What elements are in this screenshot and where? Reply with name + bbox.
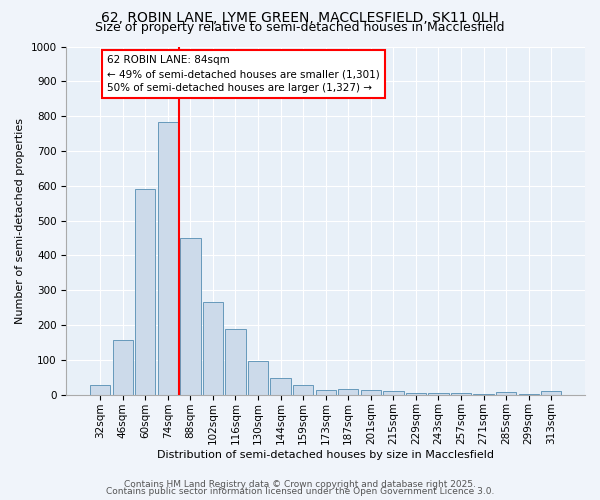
X-axis label: Distribution of semi-detached houses by size in Macclesfield: Distribution of semi-detached houses by … xyxy=(157,450,494,460)
Y-axis label: Number of semi-detached properties: Number of semi-detached properties xyxy=(15,118,25,324)
Text: Size of property relative to semi-detached houses in Macclesfield: Size of property relative to semi-detach… xyxy=(95,22,505,35)
Bar xyxy=(293,386,313,394)
Bar xyxy=(541,391,562,394)
Text: 62 ROBIN LANE: 84sqm
← 49% of semi-detached houses are smaller (1,301)
50% of se: 62 ROBIN LANE: 84sqm ← 49% of semi-detac… xyxy=(107,55,380,93)
Bar xyxy=(338,390,358,394)
Text: 62, ROBIN LANE, LYME GREEN, MACCLESFIELD, SK11 0LH: 62, ROBIN LANE, LYME GREEN, MACCLESFIELD… xyxy=(101,11,499,25)
Bar xyxy=(226,328,245,394)
Text: Contains public sector information licensed under the Open Government Licence 3.: Contains public sector information licen… xyxy=(106,487,494,496)
Bar xyxy=(316,390,336,394)
Bar xyxy=(406,393,426,394)
Bar xyxy=(180,238,200,394)
Bar xyxy=(90,386,110,394)
Bar xyxy=(383,391,404,394)
Bar xyxy=(158,122,178,394)
Text: Contains HM Land Registry data © Crown copyright and database right 2025.: Contains HM Land Registry data © Crown c… xyxy=(124,480,476,489)
Bar xyxy=(113,340,133,394)
Bar xyxy=(203,302,223,394)
Bar xyxy=(428,393,449,394)
Bar xyxy=(496,392,517,394)
Bar xyxy=(135,188,155,394)
Bar xyxy=(451,393,471,394)
Bar xyxy=(361,390,381,394)
Bar xyxy=(248,361,268,394)
Bar xyxy=(271,378,291,394)
